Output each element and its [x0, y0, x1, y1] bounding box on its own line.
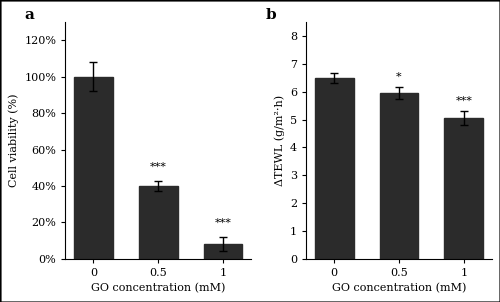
Text: b: b: [266, 8, 276, 22]
Bar: [314, 78, 354, 259]
Y-axis label: ΔTEWL (g/m²·h): ΔTEWL (g/m²·h): [274, 95, 284, 186]
Text: ***: ***: [456, 96, 472, 106]
Bar: [74, 77, 113, 259]
Text: a: a: [24, 8, 34, 22]
Bar: [444, 118, 483, 259]
Bar: [204, 244, 242, 259]
Y-axis label: Cell viability (%): Cell viability (%): [8, 94, 19, 187]
Bar: [138, 186, 177, 259]
X-axis label: GO concentration (mM): GO concentration (mM): [91, 283, 226, 294]
Text: ***: ***: [214, 218, 232, 228]
Text: *: *: [396, 72, 402, 82]
Text: ***: ***: [150, 162, 166, 172]
X-axis label: GO concentration (mM): GO concentration (mM): [332, 283, 466, 294]
Bar: [380, 93, 418, 259]
